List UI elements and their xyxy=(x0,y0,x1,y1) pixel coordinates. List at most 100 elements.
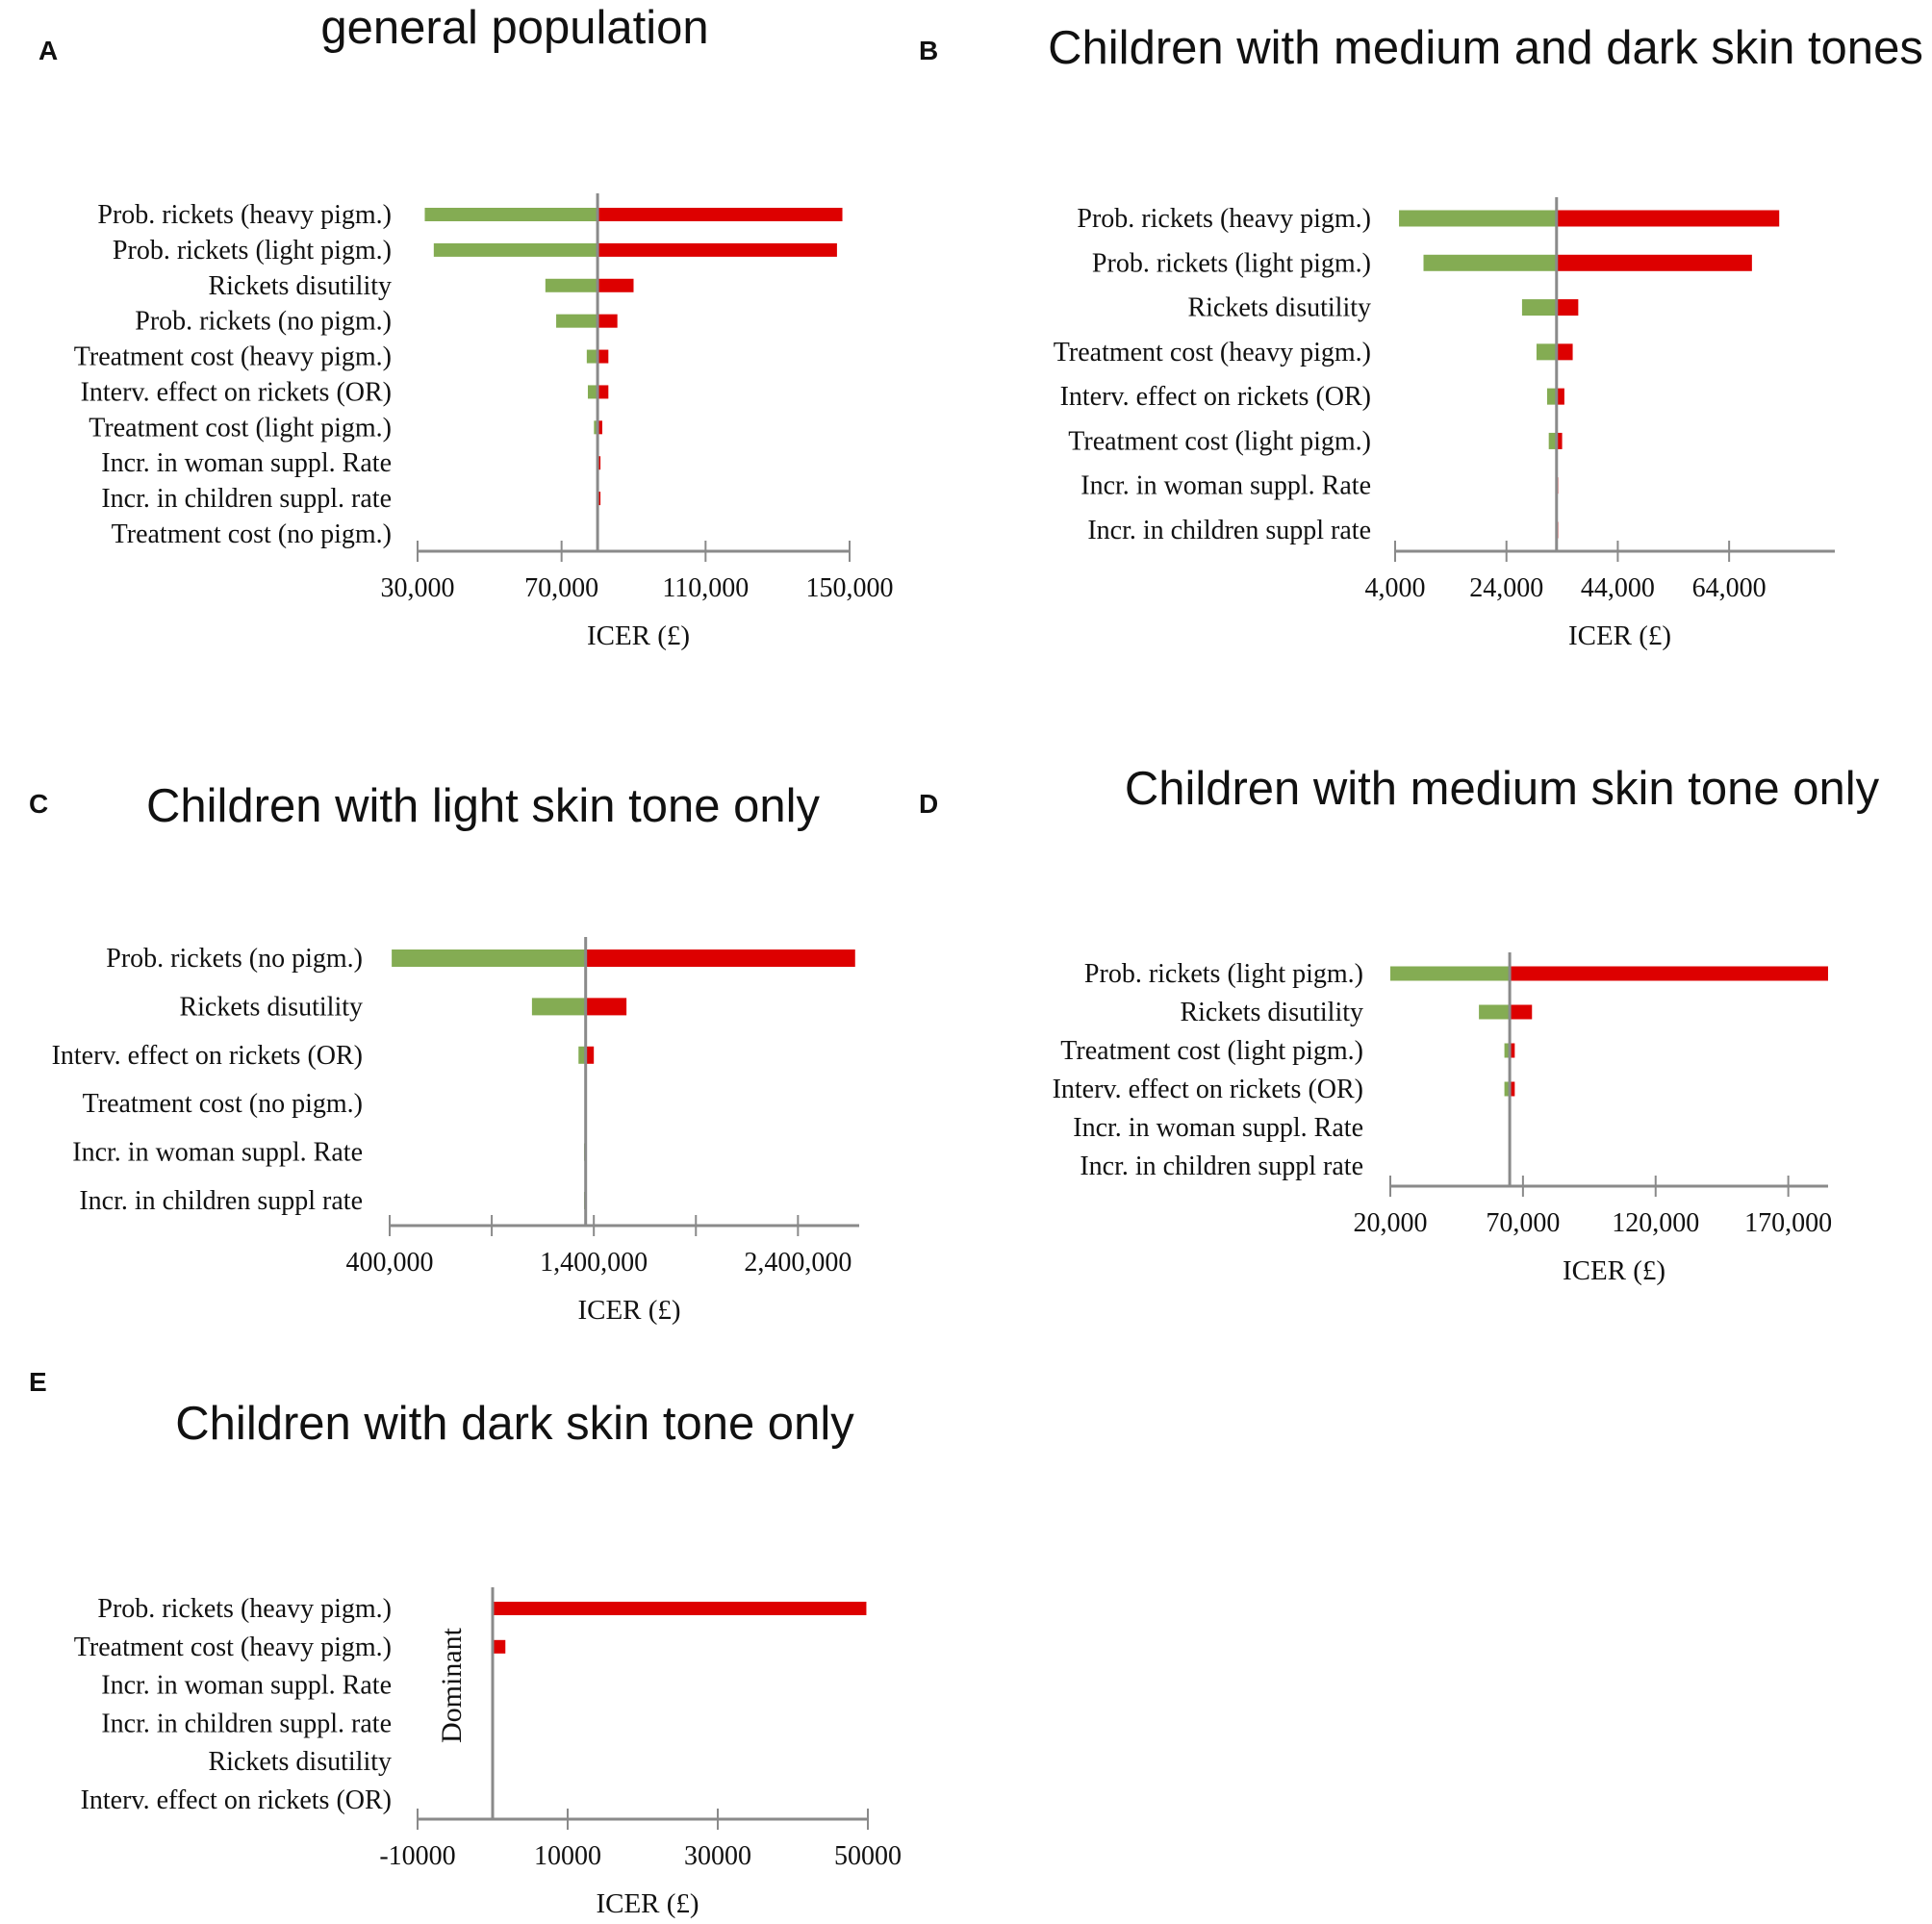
bar-high xyxy=(1510,1004,1533,1020)
row-label: Prob. rickets (light pigm.) xyxy=(113,236,392,266)
row-label: Treatment cost (no pigm.) xyxy=(112,519,392,549)
x-tick-label: 30,000 xyxy=(381,573,455,603)
bar-high xyxy=(1510,966,1828,981)
x-tick-label: 44,000 xyxy=(1581,573,1655,603)
x-tick-label: 20,000 xyxy=(1354,1208,1428,1238)
bar-low xyxy=(1504,1043,1511,1058)
row-label: Treatment cost (heavy pigm.) xyxy=(74,1633,392,1662)
row-label: Prob. rickets (light pigm.) xyxy=(1084,959,1363,989)
x-tick-label: 30000 xyxy=(684,1841,751,1871)
row-label: Treatment cost (no pigm.) xyxy=(83,1089,363,1119)
row-label: Interv. effect on rickets (OR) xyxy=(81,1785,392,1815)
panel-title: Children with medium and dark skin tones xyxy=(1048,22,1923,74)
row-label: Treatment cost (light pigm.) xyxy=(1068,426,1371,456)
row-label: Rickets disutility xyxy=(1187,293,1371,323)
x-axis-label: ICER (£) xyxy=(587,620,690,651)
bar-high xyxy=(597,349,609,364)
panel-title: Children with light skin tone only xyxy=(146,780,820,832)
bar-high xyxy=(597,385,609,399)
row-label: Incr. in children suppl rate xyxy=(79,1186,363,1216)
row-label: Prob. rickets (heavy pigm.) xyxy=(97,1594,392,1624)
bar-high xyxy=(1556,299,1579,316)
bar-low xyxy=(1504,1081,1511,1097)
bar-low xyxy=(556,314,598,328)
baseline-label: Dominant xyxy=(436,1627,468,1743)
row-label: Treatment cost (heavy pigm.) xyxy=(74,342,392,372)
x-axis-label: ICER (£) xyxy=(1563,1255,1665,1286)
bar-low xyxy=(424,208,598,221)
row-label: Incr. in woman suppl. Rate xyxy=(1073,1113,1363,1143)
panel-title: general population xyxy=(320,2,708,54)
bar-low xyxy=(545,278,598,292)
bar-high xyxy=(493,1602,867,1615)
x-tick-label: 170,000 xyxy=(1744,1208,1832,1238)
bar-low xyxy=(586,349,598,364)
x-tick-label: 120,000 xyxy=(1612,1208,1699,1238)
bar-low xyxy=(1521,299,1557,316)
bar-high xyxy=(1556,432,1563,449)
bar-high xyxy=(585,949,855,967)
row-label: Prob. rickets (light pigm.) xyxy=(1092,248,1371,278)
bar-high xyxy=(597,208,843,221)
row-label: Incr. in woman suppl. Rate xyxy=(101,448,392,478)
row-label: Incr. in woman suppl. Rate xyxy=(101,1671,392,1701)
x-tick-label: 110,000 xyxy=(662,573,749,603)
row-label: Rickets disutility xyxy=(208,1747,392,1777)
bar-high xyxy=(597,242,837,257)
bar-low xyxy=(392,949,586,967)
x-tick-label: 70,000 xyxy=(524,573,598,603)
bar-high xyxy=(597,420,602,435)
row-label: Rickets disutility xyxy=(1180,998,1363,1027)
panel-title: Children with dark skin tone only xyxy=(175,1398,854,1450)
bar-high xyxy=(1510,1081,1515,1097)
x-tick-label: 4,000 xyxy=(1365,573,1426,603)
x-tick-label: 2,400,000 xyxy=(744,1248,852,1278)
row-label: Incr. in woman suppl. Rate xyxy=(72,1138,363,1168)
x-axis-label: ICER (£) xyxy=(1568,620,1671,651)
row-label: Interv. effect on rickets (OR) xyxy=(1060,382,1371,412)
row-label: Treatment cost (heavy pigm.) xyxy=(1054,338,1371,367)
x-tick-label: 64,000 xyxy=(1692,573,1767,603)
bar-high xyxy=(1556,254,1752,271)
row-label: Incr. in children suppl. rate xyxy=(101,1709,392,1738)
row-label: Prob. rickets (heavy pigm.) xyxy=(97,200,392,230)
row-label: Incr. in children suppl. rate xyxy=(101,484,392,514)
bar-low xyxy=(1399,210,1557,227)
bar-low xyxy=(1423,254,1557,271)
x-axis-label: ICER (£) xyxy=(596,1888,699,1919)
bar-low xyxy=(1390,966,1511,981)
panel-letter: E xyxy=(29,1367,47,1397)
bar-low xyxy=(531,998,586,1016)
bar-high xyxy=(585,1046,595,1064)
bar-high xyxy=(585,998,627,1016)
row-label: Prob. rickets (no pigm.) xyxy=(106,944,363,974)
row-label: Interv. effect on rickets (OR) xyxy=(81,377,392,407)
bar-low xyxy=(1536,343,1557,361)
bar-high xyxy=(1556,343,1573,361)
x-tick-label: -10000 xyxy=(379,1841,455,1871)
row-label: Rickets disutility xyxy=(179,992,363,1022)
row-label: Treatment cost (light pigm.) xyxy=(1060,1036,1363,1066)
bar-high xyxy=(597,314,618,328)
bar-low xyxy=(433,242,598,257)
row-label: Rickets disutility xyxy=(208,271,392,301)
bar-low xyxy=(1546,388,1557,405)
row-label: Interv. effect on rickets (OR) xyxy=(1053,1075,1363,1104)
panel-title: Children with medium skin tone only xyxy=(1125,763,1880,815)
bar-high xyxy=(493,1639,506,1654)
x-tick-label: 400,000 xyxy=(346,1248,434,1278)
x-tick-label: 10000 xyxy=(534,1841,601,1871)
bar-low xyxy=(1548,432,1557,449)
bar-high xyxy=(1556,388,1564,405)
panel-letter: A xyxy=(38,36,58,65)
row-label: Prob. rickets (heavy pigm.) xyxy=(1077,204,1371,234)
bar-low xyxy=(594,420,598,435)
x-axis-label: ICER (£) xyxy=(577,1295,680,1326)
row-label: Interv. effect on rickets (OR) xyxy=(52,1041,363,1071)
bar-high xyxy=(1556,210,1780,227)
bar-low xyxy=(578,1046,586,1064)
bar-low xyxy=(587,385,598,399)
row-label: Incr. in children suppl rate xyxy=(1080,1152,1363,1181)
